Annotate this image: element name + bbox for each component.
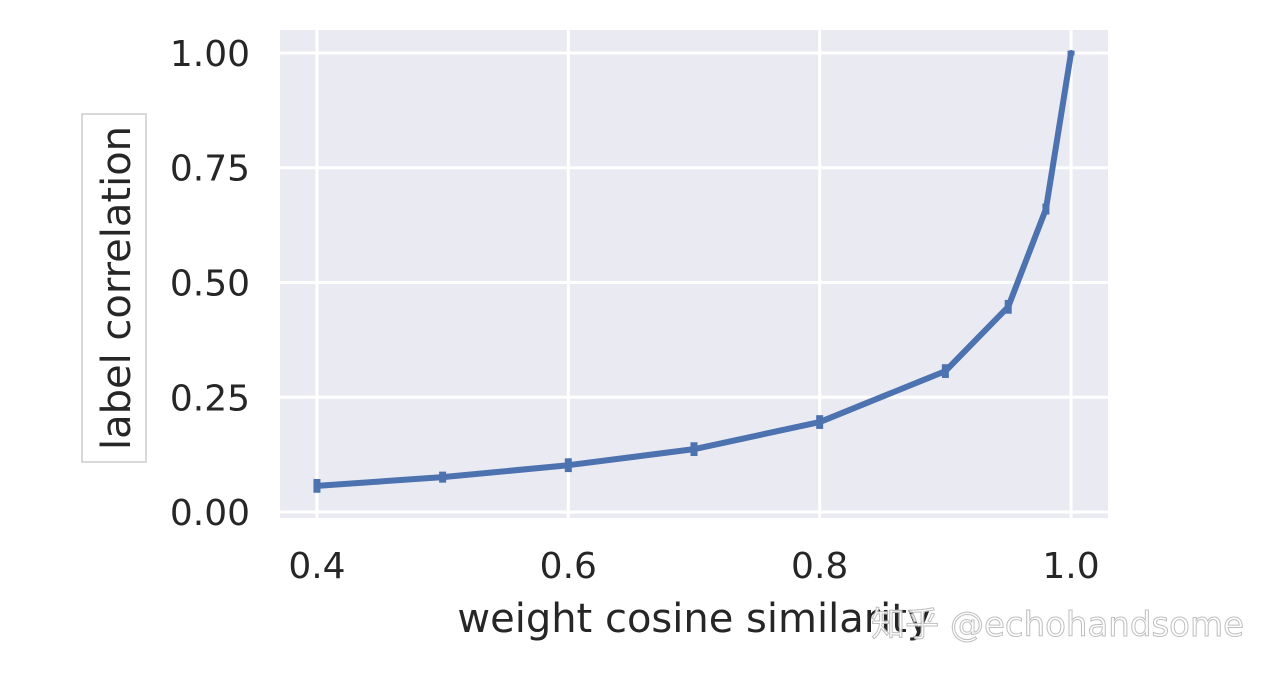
watermark: 知乎 @echohandsome — [871, 605, 1244, 645]
y-tick-label: 0.75 — [170, 149, 250, 190]
x-tick-label: 1.0 — [1042, 546, 1099, 587]
x-tick-label: 0.8 — [791, 546, 848, 587]
y-tick-label: 1.00 — [170, 34, 250, 75]
x-axis-label: weight cosine similarity — [457, 596, 930, 642]
y-axis-label: label correlation — [94, 126, 140, 450]
plot-background — [280, 30, 1108, 518]
y-tick-label: 0.50 — [170, 263, 250, 304]
y-tick-label: 0.00 — [170, 493, 250, 534]
x-tick-label: 0.4 — [288, 546, 345, 587]
y-tick-label: 0.25 — [170, 378, 250, 419]
grid — [280, 30, 1108, 518]
x-tick-label: 0.6 — [540, 546, 597, 587]
y-label-box — [81, 113, 147, 463]
marks — [313, 49, 1075, 493]
